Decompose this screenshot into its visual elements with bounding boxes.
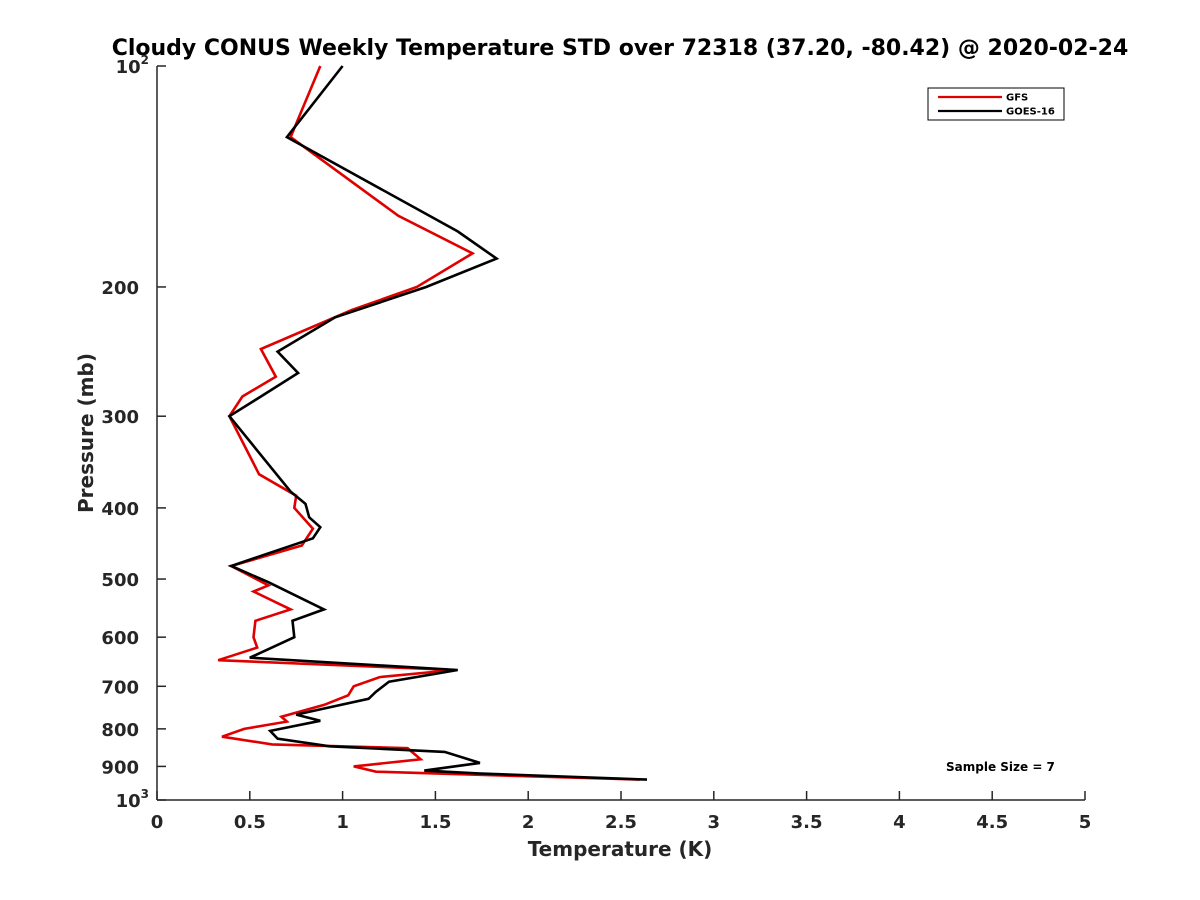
y-axis-label: Pressure (mb) [74,353,98,513]
x-tick-label: 4 [893,812,906,833]
series-line-gfs [217,65,640,781]
series-layer [217,65,648,781]
plot-area: 0 0.5 1 1.5 2 2.5 3 3.5 4 4.5 5 102 200 300 400 500 600… [101,53,1091,833]
legend-label-gfs: GFS [1006,93,1028,104]
legend-box [927,87,1065,121]
x-tick-label: 1 [336,812,349,833]
x-tick-label: 1.5 [419,812,451,833]
series-line-goes16 [227,65,648,781]
sample-size-annotation: Sample Size = 7 [946,760,1055,774]
x-tick-label: 2 [522,812,535,833]
x-tick-label: 4.5 [976,812,1008,833]
x-tick-label: 3.5 [791,812,823,833]
y-tick-label: 103 [116,787,149,812]
y-tick-label: 300 [101,407,139,428]
y-tick-label: 900 [101,757,139,778]
x-tick-label: 0 [151,812,164,833]
y-tick-label: 600 [101,628,139,649]
y-tick-label: 200 [101,278,139,299]
y-tick-label: 500 [101,570,139,591]
y-tick-label: 700 [101,677,139,698]
y-tick-label: 800 [101,720,139,741]
x-axis-label: Temperature (K) [528,837,713,861]
x-ticks: 0 0.5 1 1.5 2 2.5 3 3.5 4 4.5 5 [151,791,1092,833]
x-tick-label: 3 [708,812,721,833]
chart-title: Cloudy CONUS Weekly Temperature STD over… [112,36,1129,61]
legend-label-goes16: GOES-16 [1006,107,1055,118]
x-tick-label: 0.5 [234,812,266,833]
y-tick-label: 400 [101,499,139,520]
y-ticks: 102 200 300 400 500 600 700 800 900 103 [101,53,166,812]
legend: GFS GOES-16 [927,87,1065,121]
x-tick-label: 5 [1079,812,1092,833]
x-tick-label: 2.5 [605,812,637,833]
y-tick-label: 102 [116,53,149,78]
